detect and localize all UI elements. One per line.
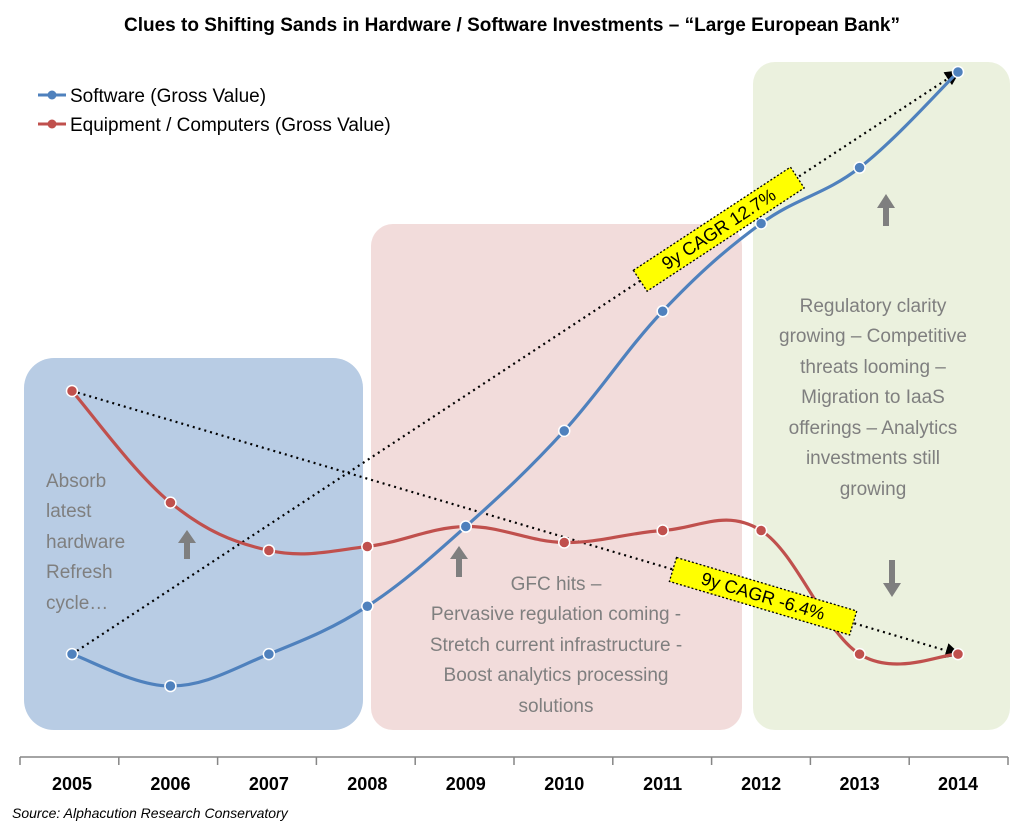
legend: Software (Gross Value) Equipment / Compu… <box>38 86 391 136</box>
data-point-software <box>262 647 276 661</box>
chart-title: Clues to Shifting Sands in Hardware / So… <box>124 15 900 36</box>
direction-arrows <box>178 194 901 597</box>
series-line-equipment <box>70 389 960 666</box>
data-point-software <box>65 647 79 661</box>
region-early-line: Refresh <box>46 562 113 583</box>
region-early <box>24 358 363 730</box>
data-point-software <box>754 217 768 230</box>
data-point-software <box>361 600 374 613</box>
x-tick-label: 2005 <box>52 774 92 794</box>
region-early-line: cycle… <box>46 593 108 614</box>
region-recent-line: threats looming – <box>800 357 946 378</box>
data-point-equipment <box>65 384 79 398</box>
data-point-equipment <box>951 647 965 661</box>
trend-lines <box>71 70 961 658</box>
x-tick-label: 2011 <box>643 774 682 794</box>
x-tick-label: 2012 <box>741 774 781 794</box>
data-point-equipment <box>262 544 276 557</box>
legend-label-software: Software (Gross Value) <box>70 86 266 107</box>
data-point-software <box>164 679 177 693</box>
x-tick-label: 2007 <box>249 774 289 794</box>
data-series <box>65 65 965 693</box>
region-gfc-line: Boost analytics processing <box>444 665 669 686</box>
region-gfc-line: solutions <box>519 696 594 717</box>
data-point-equipment <box>557 536 571 549</box>
region-early-line: Absorb <box>46 471 106 492</box>
x-tick-label: 2013 <box>840 774 880 794</box>
region-recent-line: offerings – Analytics <box>789 418 958 439</box>
data-point-equipment <box>853 647 866 661</box>
source-note: Source: Alphacution Research Conservator… <box>12 805 289 821</box>
region-early-text: Absorb latest hardware Refresh cycle… <box>46 471 125 614</box>
region-early-line: latest <box>46 501 92 522</box>
region-early-line: hardware <box>46 532 125 553</box>
arrow-down-icon <box>883 560 901 597</box>
x-tick-label: 2014 <box>938 774 978 794</box>
region-recent <box>753 62 1010 730</box>
arrow-up-icon <box>450 546 468 577</box>
region-recent-line: Migration to IaaS <box>801 387 945 408</box>
x-tick-label: 2009 <box>446 774 486 794</box>
legend-label-equipment: Equipment / Computers (Gross Value) <box>70 115 391 136</box>
x-tick-label: 2010 <box>544 774 584 794</box>
data-point-software <box>656 304 669 318</box>
region-recent-line: investments still <box>806 448 940 469</box>
region-recent-line: growing <box>840 479 907 500</box>
background-regions <box>24 62 1010 730</box>
legend-marker-equipment <box>47 119 57 129</box>
data-point-software <box>951 65 965 79</box>
region-recent-text: Regulatory clarity growing – Competitive… <box>779 296 967 500</box>
x-axis: 2005 2006 2007 2008 2009 2010 2011 2012 2013 2014 <box>19 756 1009 794</box>
cagr-label-box <box>632 166 806 293</box>
data-point-equipment <box>361 540 374 553</box>
trend-line <box>71 389 961 658</box>
trend-line <box>71 70 961 656</box>
region-gfc-line: Stretch current infrastructure - <box>430 635 682 656</box>
region-gfc-line: Pervasive regulation coming - <box>431 604 681 625</box>
region-recent-line: Regulatory clarity <box>800 296 947 317</box>
region-gfc <box>371 224 742 730</box>
legend-marker-software <box>47 90 57 100</box>
x-tick-label: 2008 <box>347 774 387 794</box>
region-gfc-text: GFC hits – Pervasive regulation coming -… <box>430 574 682 717</box>
data-point-software <box>557 424 571 438</box>
series-line-software <box>70 70 960 688</box>
arrow-up-icon <box>877 194 895 226</box>
data-point-software <box>459 520 473 533</box>
data-point-equipment <box>754 524 768 537</box>
arrow-up-icon <box>178 530 196 559</box>
region-gfc-line: GFC hits – <box>511 574 602 595</box>
data-point-equipment <box>656 524 669 537</box>
region-recent-line: growing – Competitive <box>779 326 967 347</box>
data-point-equipment <box>164 496 177 509</box>
x-tick-label: 2006 <box>150 774 190 794</box>
data-point-software <box>853 161 866 174</box>
